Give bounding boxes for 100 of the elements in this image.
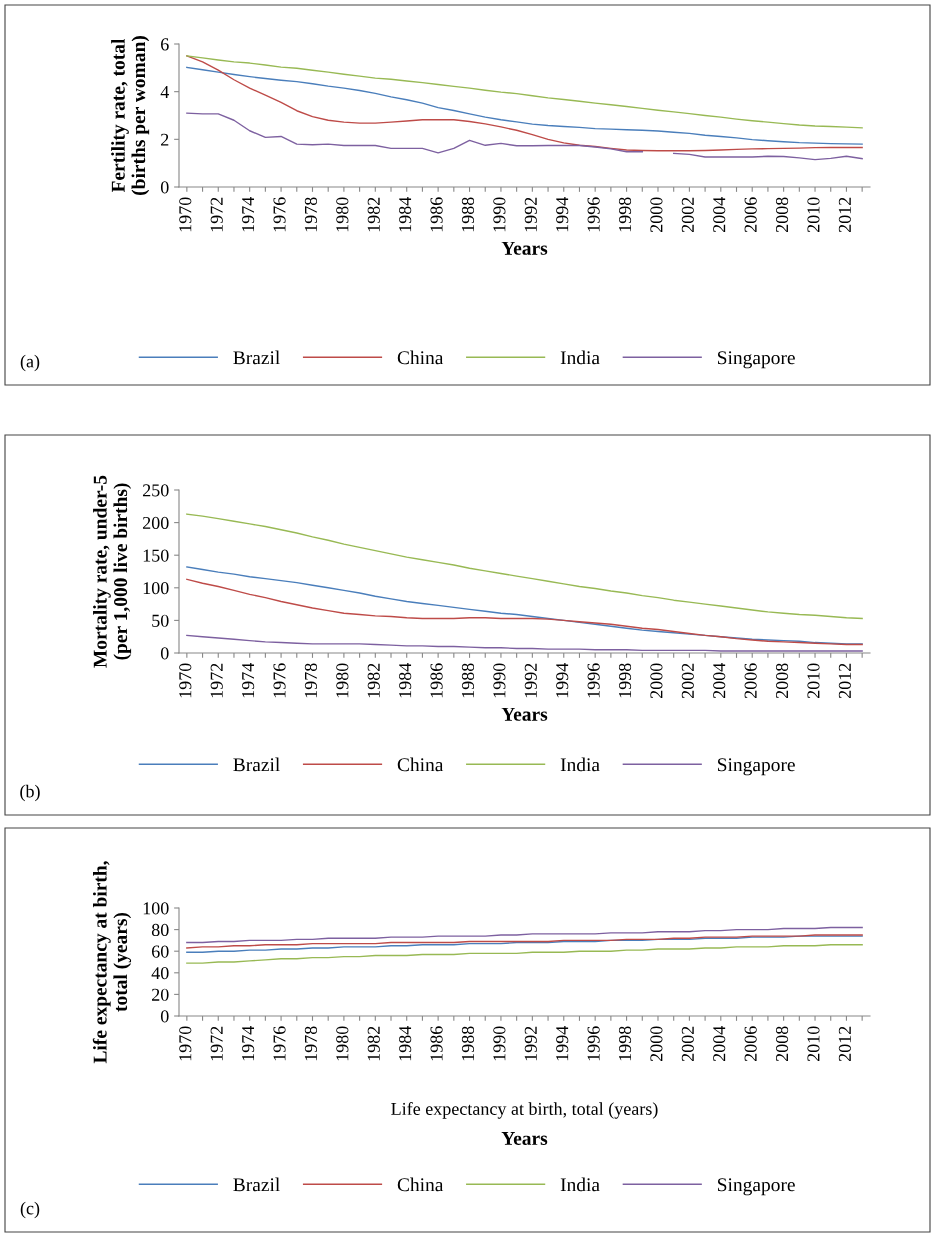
text: (c) bbox=[20, 1201, 40, 1219]
x-tick-label: 1996 bbox=[587, 663, 600, 698]
x-tick-label: 1998 bbox=[618, 663, 632, 698]
x-tick-label: 2012 bbox=[838, 197, 851, 233]
x-tick-label: 2012 bbox=[838, 1026, 851, 1062]
x-tick-label: 2010 bbox=[807, 663, 820, 699]
line-series bbox=[186, 578, 863, 646]
x-tick-label: 1978 bbox=[304, 663, 318, 698]
line-series bbox=[186, 934, 863, 949]
x-tick-label: 1996 bbox=[587, 197, 600, 232]
x-tick-label: 1986 bbox=[430, 1026, 443, 1061]
x-tick-label: 1980 bbox=[336, 663, 349, 698]
y-tick-label: 0 bbox=[160, 1010, 169, 1023]
text: Life expectancy at birth, total (years) bbox=[391, 1102, 658, 1119]
line-series bbox=[186, 55, 863, 129]
legend-label: Brazil bbox=[233, 350, 280, 365]
x-tick-label: 1972 bbox=[210, 1026, 223, 1061]
x-tick-label: 1972 bbox=[210, 663, 223, 698]
x-tick-label: 2008 bbox=[775, 1026, 789, 1062]
x-tick-label: 2000 bbox=[650, 1026, 663, 1062]
y-tick-label: 0 bbox=[160, 647, 169, 660]
y-axis-title: Fertility rate, total (births per woman) bbox=[111, 36, 150, 195]
y-tick-label: 0 bbox=[160, 181, 169, 194]
y-tick-label: 20 bbox=[152, 988, 169, 1001]
x-tick-label: 2012 bbox=[838, 663, 851, 699]
x-tick-label: 1982 bbox=[367, 197, 380, 232]
x-tick-label: 1988 bbox=[461, 1026, 475, 1061]
x-tick-label: 2006 bbox=[744, 1026, 757, 1062]
x-tick-label: 2002 bbox=[681, 1026, 694, 1062]
x-tick-label: 2004 bbox=[713, 197, 726, 233]
x-tick-label: 1986 bbox=[430, 197, 443, 232]
legend-label: China bbox=[397, 757, 444, 772]
y-tick-label: 40 bbox=[151, 967, 169, 980]
x-tick-label: 1974 bbox=[242, 663, 255, 698]
y-tick-label: 60 bbox=[152, 945, 169, 958]
y-tick-label: 6 bbox=[161, 38, 169, 51]
x-tick-label: 1992 bbox=[524, 197, 537, 232]
line-series bbox=[186, 513, 863, 620]
y-axis-title: Mortality rate, under-5 (per 1,000 live births) bbox=[93, 475, 132, 668]
x-tick-label: 1994 bbox=[556, 663, 569, 698]
y-tick-label: 2 bbox=[161, 133, 169, 146]
x-tick-label: 1970 bbox=[179, 663, 192, 698]
x-tick-label: 1994 bbox=[556, 197, 569, 232]
x-tick-label: 2002 bbox=[681, 663, 694, 699]
legend-label: Singapore bbox=[718, 1178, 795, 1196]
x-tick-label: 1978 bbox=[304, 1026, 318, 1061]
legend-label: Singapore bbox=[718, 351, 795, 369]
line-series bbox=[186, 55, 863, 152]
x-tick-label: 1970 bbox=[179, 1026, 192, 1061]
x-tick-label: 2002 bbox=[681, 197, 694, 233]
x-tick-label: 2008 bbox=[775, 663, 789, 699]
x-tick-label: 2006 bbox=[744, 663, 757, 699]
x-tick-label: 1982 bbox=[367, 663, 380, 698]
x-tick-label: 1972 bbox=[210, 197, 223, 232]
y-tick-label: 4 bbox=[160, 86, 169, 98]
x-tick-label: 1990 bbox=[493, 663, 506, 698]
legend-label: China bbox=[397, 1177, 444, 1192]
x-tick-label: 1992 bbox=[524, 663, 537, 698]
x-tick-label: 1976 bbox=[273, 663, 286, 698]
line-series bbox=[186, 634, 863, 652]
legend-label: India bbox=[560, 1177, 600, 1192]
y-tick-label: 100 bbox=[143, 582, 169, 595]
legend-label: India bbox=[560, 350, 600, 365]
y-tick-label: 50 bbox=[152, 614, 169, 627]
x-tick-label: 1996 bbox=[587, 1026, 600, 1061]
x-tick-label: 1980 bbox=[336, 197, 349, 232]
x-tick-label: 1984 bbox=[399, 663, 412, 698]
x-tick-label: 1998 bbox=[618, 197, 632, 232]
x-tick-label: 1990 bbox=[493, 1026, 506, 1061]
x-tick-label: 1988 bbox=[461, 663, 475, 698]
y-tick-label: 80 bbox=[151, 923, 169, 937]
x-tick-label: 2004 bbox=[713, 663, 726, 699]
y-tick-label: 250 bbox=[142, 484, 169, 497]
x-tick-label: 1984 bbox=[399, 197, 412, 232]
x-tick-label: 1976 bbox=[273, 1026, 286, 1061]
x-tick-label: 1998 bbox=[618, 1026, 632, 1061]
line-series bbox=[186, 926, 863, 944]
x-tick-label: 1992 bbox=[524, 1026, 537, 1061]
line-series bbox=[186, 566, 863, 645]
line-series bbox=[186, 935, 863, 953]
y-tick-label: 100 bbox=[143, 902, 169, 915]
x-tick-label: 1994 bbox=[556, 1026, 569, 1061]
x-tick-label: 2000 bbox=[650, 663, 663, 699]
x-tick-label: 2010 bbox=[807, 197, 820, 233]
x-tick-label: 2008 bbox=[775, 197, 789, 233]
x-axis-title: Years bbox=[501, 1132, 548, 1145]
x-tick-label: 2000 bbox=[650, 197, 663, 233]
x-tick-label: 1978 bbox=[304, 197, 318, 232]
text: (b) bbox=[20, 784, 40, 802]
x-tick-label: 1982 bbox=[367, 1026, 380, 1061]
line-series bbox=[186, 944, 863, 964]
legend-label: India bbox=[560, 757, 600, 772]
legend-label: China bbox=[397, 350, 444, 365]
x-tick-label: 2006 bbox=[744, 197, 757, 233]
y-tick-label: 150 bbox=[143, 549, 169, 562]
x-axis-title: Years bbox=[501, 241, 548, 255]
x-tick-label: 1984 bbox=[399, 1026, 412, 1061]
legend-label: Brazil bbox=[233, 1177, 280, 1192]
x-tick-label: 1988 bbox=[461, 197, 475, 232]
x-tick-label: 1974 bbox=[242, 1026, 255, 1061]
